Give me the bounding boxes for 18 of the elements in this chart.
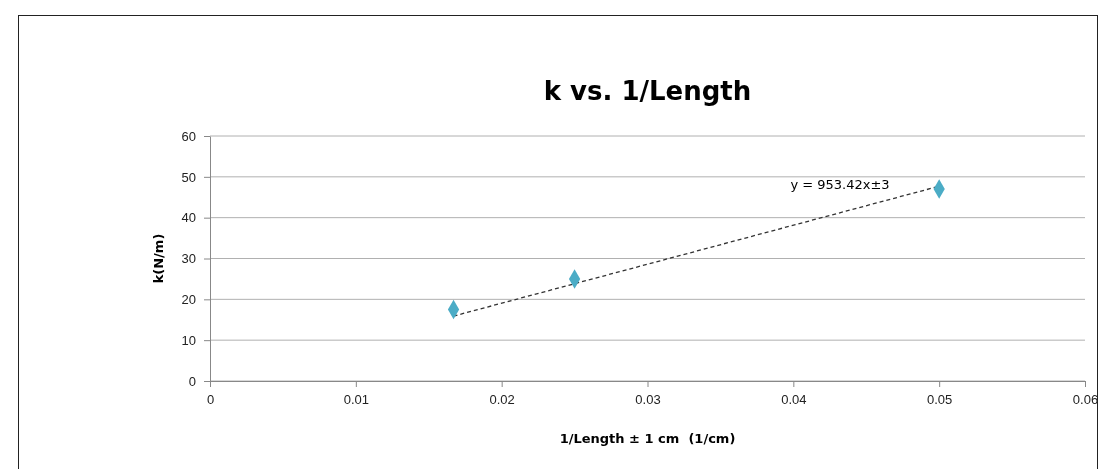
- x-tick-label: 0.02: [489, 392, 515, 408]
- y-tick-label: 20: [181, 291, 196, 307]
- chart-title: k vs. 1/Length: [543, 76, 752, 106]
- x-tick-label: 0: [206, 392, 215, 408]
- y-tick-label: 0: [188, 373, 196, 389]
- y-tick-label: 10: [181, 332, 196, 348]
- y-tick-label: 60: [181, 128, 196, 144]
- x-tick-label: 0.03: [635, 392, 661, 408]
- x-axis-title: 1/Length ± 1 cm (1/cm): [559, 431, 736, 446]
- y-tick-label: 50: [181, 169, 196, 185]
- x-tick-label: 0.04: [781, 392, 807, 408]
- annotation: y = 953.42x±3: [790, 177, 890, 192]
- y-tick-label: 40: [181, 210, 196, 226]
- y-axis-title: k(N/m): [151, 233, 166, 284]
- x-tick-label: 0.06: [1072, 392, 1099, 408]
- x-tick-label: 0.05: [927, 392, 953, 408]
- y-tick-label: 30: [181, 251, 196, 267]
- x-tick-label: 0.01: [343, 392, 369, 408]
